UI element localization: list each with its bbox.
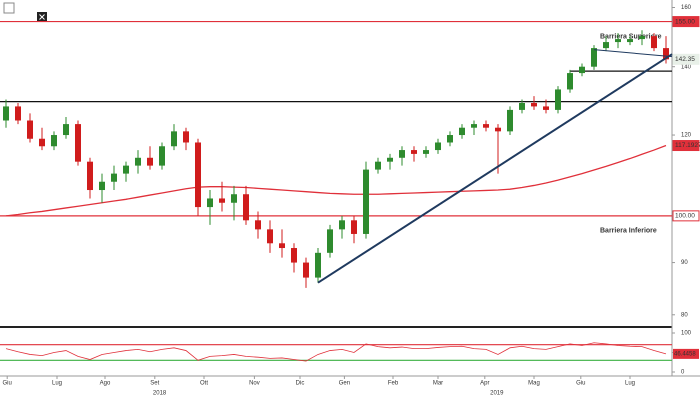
y-tick-label: 160	[681, 5, 692, 11]
candle-body	[495, 127, 501, 132]
x-tick-label: Ott	[200, 381, 208, 387]
trendline	[317, 53, 673, 284]
ma-value: 117.1927	[675, 142, 700, 149]
candle-body	[339, 220, 345, 230]
candle-body	[3, 106, 9, 121]
candle-body	[399, 150, 405, 158]
ma-value-box	[672, 140, 700, 152]
candle-body	[531, 102, 537, 107]
x-tick-label: Gen	[339, 381, 350, 387]
candle-body	[303, 262, 309, 278]
x-tick-label: Giu	[576, 381, 585, 387]
last-price: 142.35	[675, 56, 695, 63]
candle-body	[363, 169, 369, 234]
x-tick-label: Lug	[52, 381, 62, 387]
barrier-value: 100.00	[675, 213, 695, 220]
candle-body	[315, 252, 321, 278]
candle-body	[471, 124, 477, 128]
barrier-value-box	[672, 16, 700, 28]
candle-body	[231, 194, 237, 203]
candle-body	[639, 36, 645, 40]
candle-body	[111, 173, 117, 182]
candle-body	[663, 48, 669, 60]
candle-body	[603, 42, 609, 49]
candle-body	[555, 89, 561, 110]
trendline	[593, 49, 673, 58]
barrier-value: 155.00	[675, 18, 695, 25]
rsi-value: 46.4458	[674, 351, 696, 357]
rsi-tick-label: 0	[681, 370, 685, 376]
x-tick-label: Feb	[388, 381, 399, 387]
candle-body	[423, 150, 429, 154]
candle-body	[351, 220, 357, 234]
close-glyph	[39, 14, 45, 20]
candle-body	[543, 106, 549, 110]
toolbar-icons	[3, 2, 47, 22]
candle-body	[279, 243, 285, 249]
x-tick-label: Giu	[3, 381, 12, 387]
candle-body	[255, 220, 261, 230]
barrier-label: Barriera Superiore	[600, 33, 662, 40]
candle-body	[51, 135, 57, 147]
y-tick-label: 80	[681, 312, 688, 318]
candle-body	[87, 161, 93, 191]
candle-body	[123, 165, 129, 174]
candle-body	[27, 120, 33, 139]
x-tick-label: Lug	[625, 381, 635, 387]
candle-body	[507, 109, 513, 132]
icon	[3, 2, 15, 14]
candle-body	[651, 36, 657, 49]
candle-body	[219, 198, 225, 203]
candle-body	[135, 157, 141, 166]
candle-body	[519, 102, 525, 110]
candle-body	[183, 131, 189, 143]
last-price-box	[672, 53, 700, 65]
candle-body	[615, 39, 621, 43]
rsi-tick-label: 100	[681, 331, 692, 337]
x-tick-label: Mag	[528, 381, 540, 387]
candle-body	[435, 142, 441, 151]
candle-body	[387, 157, 393, 162]
candle-body	[591, 48, 597, 67]
candle-body	[375, 161, 381, 170]
year-label: 2018	[153, 391, 167, 397]
y-tick-label: 120	[681, 133, 692, 139]
x-tick-label: Dic	[296, 381, 305, 387]
candle-body	[171, 131, 177, 147]
candle-body	[99, 181, 105, 191]
y-tick-label: 90	[681, 260, 688, 266]
y-tick-label: 140	[681, 64, 692, 70]
x-tick-label: Set	[150, 381, 159, 387]
year-label: 2019	[490, 391, 504, 397]
candle-body	[75, 124, 81, 162]
candle-body	[327, 229, 333, 253]
candle-body	[447, 135, 453, 143]
x-tick-label: Ago	[100, 381, 111, 387]
candle-body	[15, 106, 21, 121]
candle-body	[291, 248, 297, 263]
rsi-value-box	[673, 348, 699, 359]
rsi-line	[5, 342, 667, 362]
candle-body	[159, 146, 165, 166]
candle-body	[207, 198, 213, 208]
candle-body	[147, 157, 153, 166]
barrier-label: Barriera Inferiore	[600, 228, 657, 235]
x-tick-label: Mar	[433, 381, 443, 387]
candle-body	[39, 138, 45, 147]
candle-body	[459, 127, 465, 136]
candle-body	[567, 73, 573, 90]
candle-body	[63, 124, 69, 136]
barrier-value-box	[672, 210, 700, 222]
x-tick-label: Nov	[249, 381, 260, 387]
candle-body	[267, 229, 273, 244]
moving-average	[5, 144, 667, 217]
candle-body	[243, 194, 249, 221]
candle-body	[411, 150, 417, 154]
x-tick-label: Apr	[480, 381, 489, 387]
candle-body	[483, 124, 489, 128]
candle-body	[627, 39, 633, 43]
candle-body	[579, 66, 585, 74]
candle-body	[195, 142, 201, 208]
